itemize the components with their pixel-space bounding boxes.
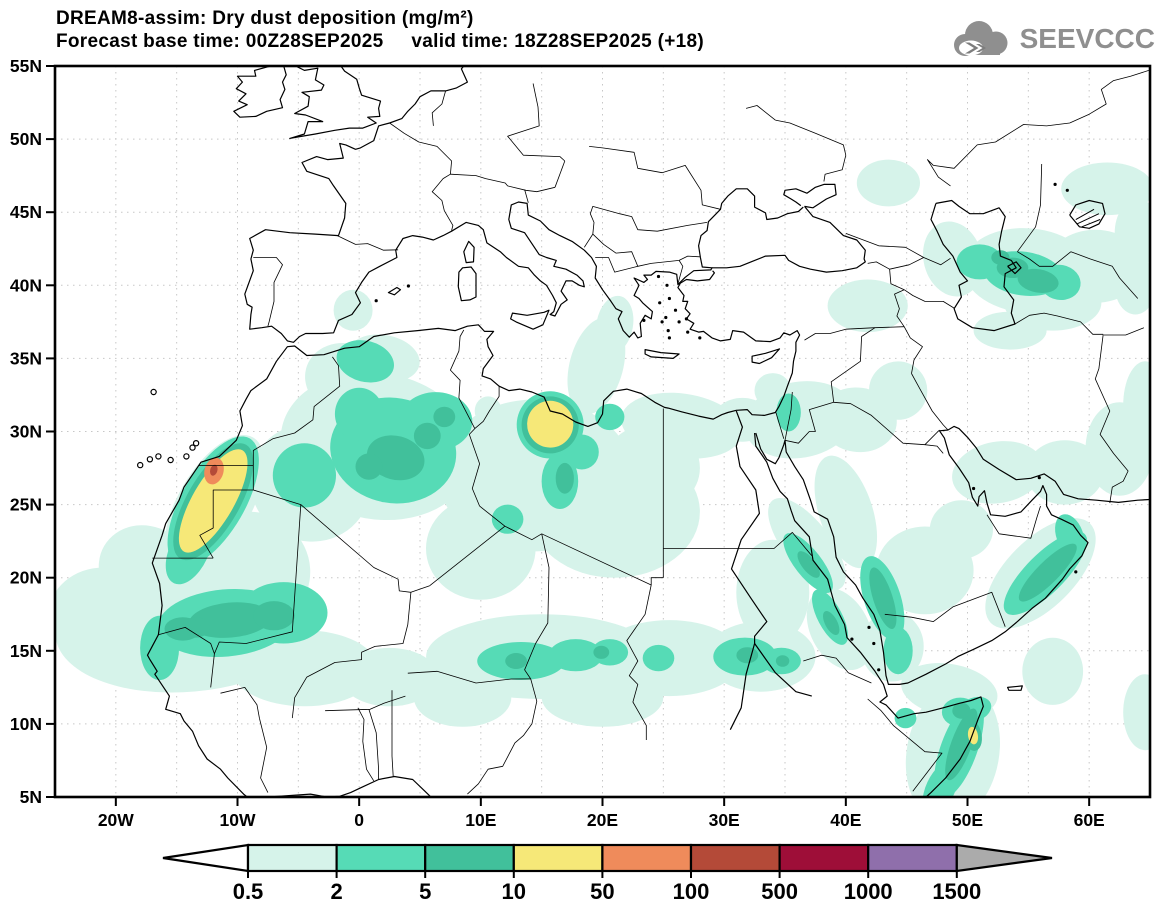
svg-text:10N: 10N [10,714,42,734]
lon-axis: 20W 10W 0 10E 20E 30E 40E 50E 60E [98,797,1105,830]
svg-text:40N: 40N [10,275,42,295]
legend-segment [335,843,427,873]
lat-axis: 55N 50N 45N 40N 35N 30N 25N 20N 15N 10N 5N [10,56,55,807]
aral-hatch [1075,208,1101,228]
legend-value: 0.5 [233,879,264,904]
cloud-icon [953,21,1008,56]
svg-text:50E: 50E [952,810,983,830]
legend-segment [778,843,870,873]
svg-text:30N: 30N [10,422,42,442]
svg-text:45N: 45N [10,202,42,222]
dust-deposition-field [55,159,1150,797]
svg-text:25N: 25N [10,495,42,515]
svg-text:30E: 30E [709,810,740,830]
plot-title: DREAM8-assim: Dry dust deposition (mg/m²… [56,8,474,29]
small-islands [374,182,1078,672]
legend-value: 10 [502,879,526,904]
legend-value: 50 [590,879,614,904]
legend-segment [867,843,958,873]
legend-value: 100 [673,879,710,904]
legend-above-arrow [955,843,1053,873]
svg-text:0: 0 [354,810,364,830]
svg-text:20W: 20W [98,810,134,830]
svg-text:50N: 50N [10,129,42,149]
colorbar-svg: 0.5 2 5 10 50 100 500 1000 1500 [162,843,1053,904]
svg-text:60E: 60E [1074,810,1105,830]
legend-segment [246,843,338,873]
colorbar-panel: 0.5 2 5 10 50 100 500 1000 1500 [0,836,1165,907]
map-panel: 55N 50N 45N 40N 35N 30N 25N 20N 15N 10N 5N 20W 10W 0 1… [10,56,1152,830]
map-svg: 55N 50N 45N 40N 35N 30N 25N 20N 15N 10N 5N 20W 10W 0 1… [10,56,1152,830]
svg-text:5N: 5N [20,787,42,807]
svg-text:20E: 20E [587,810,618,830]
cloud-shape [953,21,1008,56]
country-borders [152,70,1149,795]
svg-text:15N: 15N [10,641,42,661]
plot-subtitle: Forecast base time: 00Z28SEP2025 valid t… [56,31,704,52]
legend-segment [601,843,693,873]
coastlines [136,66,1150,797]
legend-below-arrow [162,843,250,873]
legend-value: 5 [419,879,431,904]
svg-text:35N: 35N [10,348,42,368]
legend-value: 1500 [932,879,981,904]
svg-text:20N: 20N [10,568,42,588]
legend-value: 500 [761,879,798,904]
logo-text: SEEVCCC [1019,23,1155,54]
svg-text:10E: 10E [465,810,496,830]
svg-text:10W: 10W [220,810,256,830]
legend-segment [512,843,604,873]
legend-value: 2 [330,879,342,904]
svg-text:55N: 55N [10,56,42,76]
legend-value: 1000 [844,879,893,904]
legend-segment [424,843,515,873]
seevccc-logo: SEEVCCC [945,16,1155,62]
svg-text:40E: 40E [830,810,861,830]
legend-segment [689,843,781,873]
